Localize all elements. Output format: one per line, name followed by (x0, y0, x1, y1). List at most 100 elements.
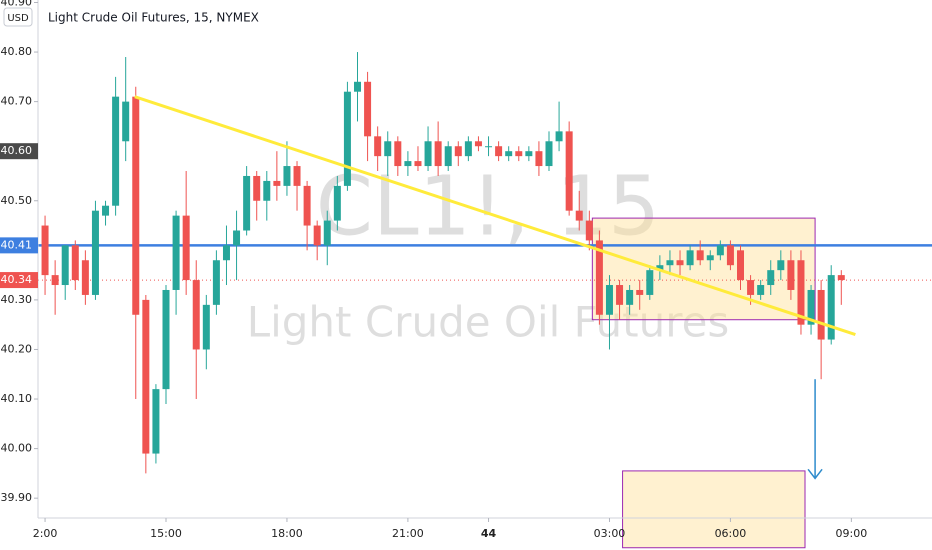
candle-body (374, 136, 382, 157)
x-tick-label: 03:00 (594, 527, 626, 540)
candle-body (515, 151, 523, 157)
candle-body (505, 151, 513, 157)
trend-line (134, 95, 856, 337)
candle-body (555, 131, 563, 142)
watermark-subtitle: Light Crude Oil Futures (247, 298, 730, 347)
candle-body (444, 146, 452, 167)
candle-body (343, 91, 351, 186)
candle-body (726, 245, 734, 266)
candle-body (303, 185, 311, 226)
currency-box[interactable] (3, 7, 33, 27)
candle-body (676, 260, 684, 266)
candle-body (605, 285, 613, 315)
candle-body (233, 230, 241, 246)
candle-body (595, 240, 603, 315)
candle-body (122, 101, 130, 142)
candle-body (495, 146, 503, 157)
candle-body (434, 141, 442, 167)
candle-body (535, 151, 543, 167)
candle-body (817, 289, 825, 340)
candle-body (243, 175, 251, 231)
x-tick-label: 44 (481, 527, 497, 540)
candle-body (313, 225, 321, 246)
candle-body (616, 285, 624, 305)
candle-body (414, 161, 422, 167)
candle-body (626, 289, 634, 305)
y-tick-label: 40.20 (1, 342, 33, 355)
candle-body (394, 141, 402, 167)
price-marker (0, 237, 38, 254)
plot-layer (38, 52, 932, 549)
candle-body (354, 81, 362, 92)
candle-body (142, 299, 150, 454)
candle-body (585, 220, 593, 241)
y-tick-label: 40.90 (1, 0, 33, 8)
candle-body (132, 96, 140, 315)
y-tick-label: 40.10 (1, 392, 33, 405)
candle-body (464, 141, 472, 157)
candle-body (716, 245, 724, 256)
candle-body (81, 260, 89, 295)
candle-body (575, 210, 583, 221)
price-marker-label: 40.41 (1, 238, 33, 251)
candle-body (162, 289, 170, 390)
candle-body (182, 215, 190, 281)
candle-body (525, 151, 533, 157)
candle-body (212, 260, 220, 305)
candle-body (827, 275, 835, 340)
candle-body (666, 260, 674, 266)
x-tick-label: 06:00 (715, 527, 747, 540)
candle-body (646, 270, 654, 295)
candle-body (91, 210, 99, 295)
candle-body (71, 245, 79, 281)
candle-body (837, 275, 845, 281)
candle-body (263, 180, 271, 201)
y-tick-label: 40.80 (1, 45, 33, 58)
candle-body (323, 220, 331, 246)
candle-body (747, 280, 755, 295)
candle-body (797, 260, 805, 325)
x-tick-label: 21:00 (392, 527, 424, 540)
candle-body (686, 250, 694, 266)
candle-body (656, 265, 664, 271)
candle-body (172, 215, 180, 290)
candle-body (737, 250, 745, 281)
candle-body (424, 141, 432, 167)
price-marker (0, 272, 38, 289)
candle-body (41, 225, 49, 276)
y-tick-label: 40.00 (1, 442, 33, 455)
candle-body (293, 166, 301, 186)
candle-body (485, 146, 493, 148)
candle-body (61, 245, 69, 286)
y-tick-label: 40.70 (1, 95, 33, 108)
price-marker-label: 40.60 (1, 144, 33, 157)
candle-body (202, 304, 210, 350)
x-tick-label: 09:00 (836, 527, 868, 540)
candle-body (112, 96, 120, 206)
candle-body (767, 270, 775, 286)
y-tick-label: 39.90 (1, 491, 33, 504)
candle-body (51, 275, 59, 286)
candle-body (253, 175, 261, 201)
price-marker (0, 143, 38, 160)
candle-body (636, 289, 644, 295)
candle-body (706, 255, 714, 261)
candle-body (565, 131, 573, 211)
x-tick-label: 2:00 (33, 527, 58, 540)
x-tick-label: 18:00 (271, 527, 303, 540)
candle-body (404, 161, 412, 167)
candle-body (283, 166, 291, 186)
x-tick-label: 15:00 (150, 527, 182, 540)
candle-body (222, 245, 230, 261)
candle-body (777, 260, 785, 271)
candle-body (333, 185, 341, 221)
candle-body (787, 260, 795, 290)
price-marker-label: 40.34 (1, 273, 33, 286)
arrow-head (807, 468, 823, 480)
zone-rectangle (622, 470, 806, 549)
y-tick-label: 40.30 (1, 293, 33, 306)
candle-body (474, 141, 482, 147)
candle-body (807, 289, 815, 325)
